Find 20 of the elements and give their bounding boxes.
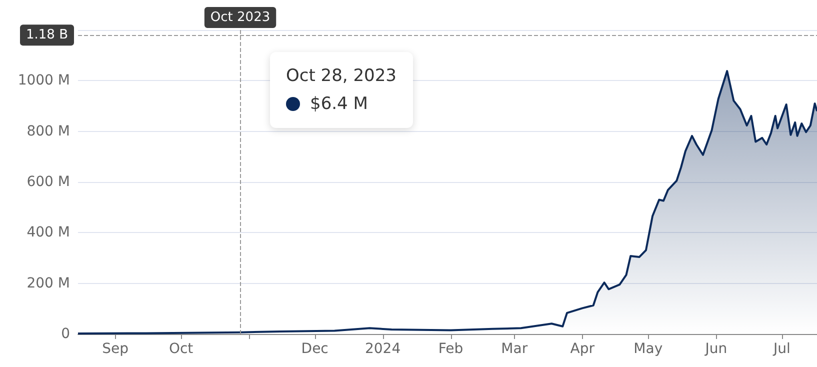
y-tick-label: 600 M [26, 174, 70, 190]
x-tick-label: Sep [102, 341, 129, 357]
y-tick-label: 1000 M [18, 72, 70, 89]
x-tick-label: Dec [301, 341, 328, 357]
annotation: $6.4 M [310, 94, 368, 114]
x-tick-label: Mar [501, 341, 528, 357]
x-tick-label: Apr [570, 341, 595, 357]
ref-line-label: Oct 2023 [210, 10, 270, 25]
x-tick-label: May [634, 341, 663, 357]
y-tick-label: 0 [61, 326, 70, 342]
y-tick-label: 200 M [26, 275, 70, 292]
x-tick-label: Oct [168, 341, 194, 357]
x-tick-label: 2024 [364, 341, 401, 357]
y-tick-label: 400 M [26, 224, 70, 241]
ref-line-label: 1.18 B [26, 28, 68, 43]
x-tick-label: Jun [704, 341, 728, 357]
y-tick-label: 800 M [26, 123, 70, 140]
x-tick-label: Feb [438, 341, 464, 357]
x-tick-label: Jul [772, 341, 790, 357]
annotation: Oct 28, 2023 [286, 66, 396, 86]
